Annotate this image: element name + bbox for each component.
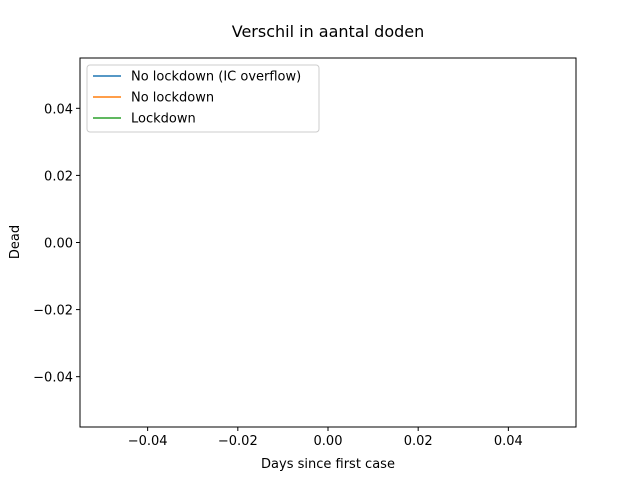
y-axis-ticks: −0.04 −0.02 0.00 0.02 0.04 — [33, 102, 80, 386]
x-tick-label: −0.02 — [218, 434, 258, 449]
x-tick-label: 0.04 — [494, 434, 523, 449]
x-tick-label: 0.00 — [314, 434, 343, 449]
x-tick-label: 0.02 — [404, 434, 433, 449]
legend-label-3: Lockdown — [131, 112, 196, 127]
y-tick-label: −0.04 — [33, 371, 73, 386]
chart-title: Verschil in aantal doden — [232, 22, 425, 41]
plot-area-frame — [79, 57, 577, 428]
y-tick-label: 0.02 — [44, 169, 73, 184]
legend: No lockdown (IC overflow) No lockdown Lock… — [86, 64, 320, 133]
y-tick-label: 0.00 — [44, 237, 73, 252]
legend-label-2: No lockdown — [131, 91, 214, 106]
x-tick-label: −0.04 — [128, 434, 168, 449]
x-axis-label: Days since first case — [261, 457, 395, 472]
y-axis-label: Dead — [8, 225, 23, 259]
x-axis-ticks: −0.04 −0.02 0.00 0.02 0.04 — [128, 427, 523, 449]
y-tick-label: −0.02 — [33, 304, 73, 319]
legend-label-1: No lockdown (IC overflow) — [131, 70, 301, 85]
legend-box — [86, 64, 320, 133]
y-tick-label: 0.04 — [44, 102, 73, 117]
legend-entries: No lockdown (IC overflow) No lockdown Lock… — [93, 70, 301, 127]
